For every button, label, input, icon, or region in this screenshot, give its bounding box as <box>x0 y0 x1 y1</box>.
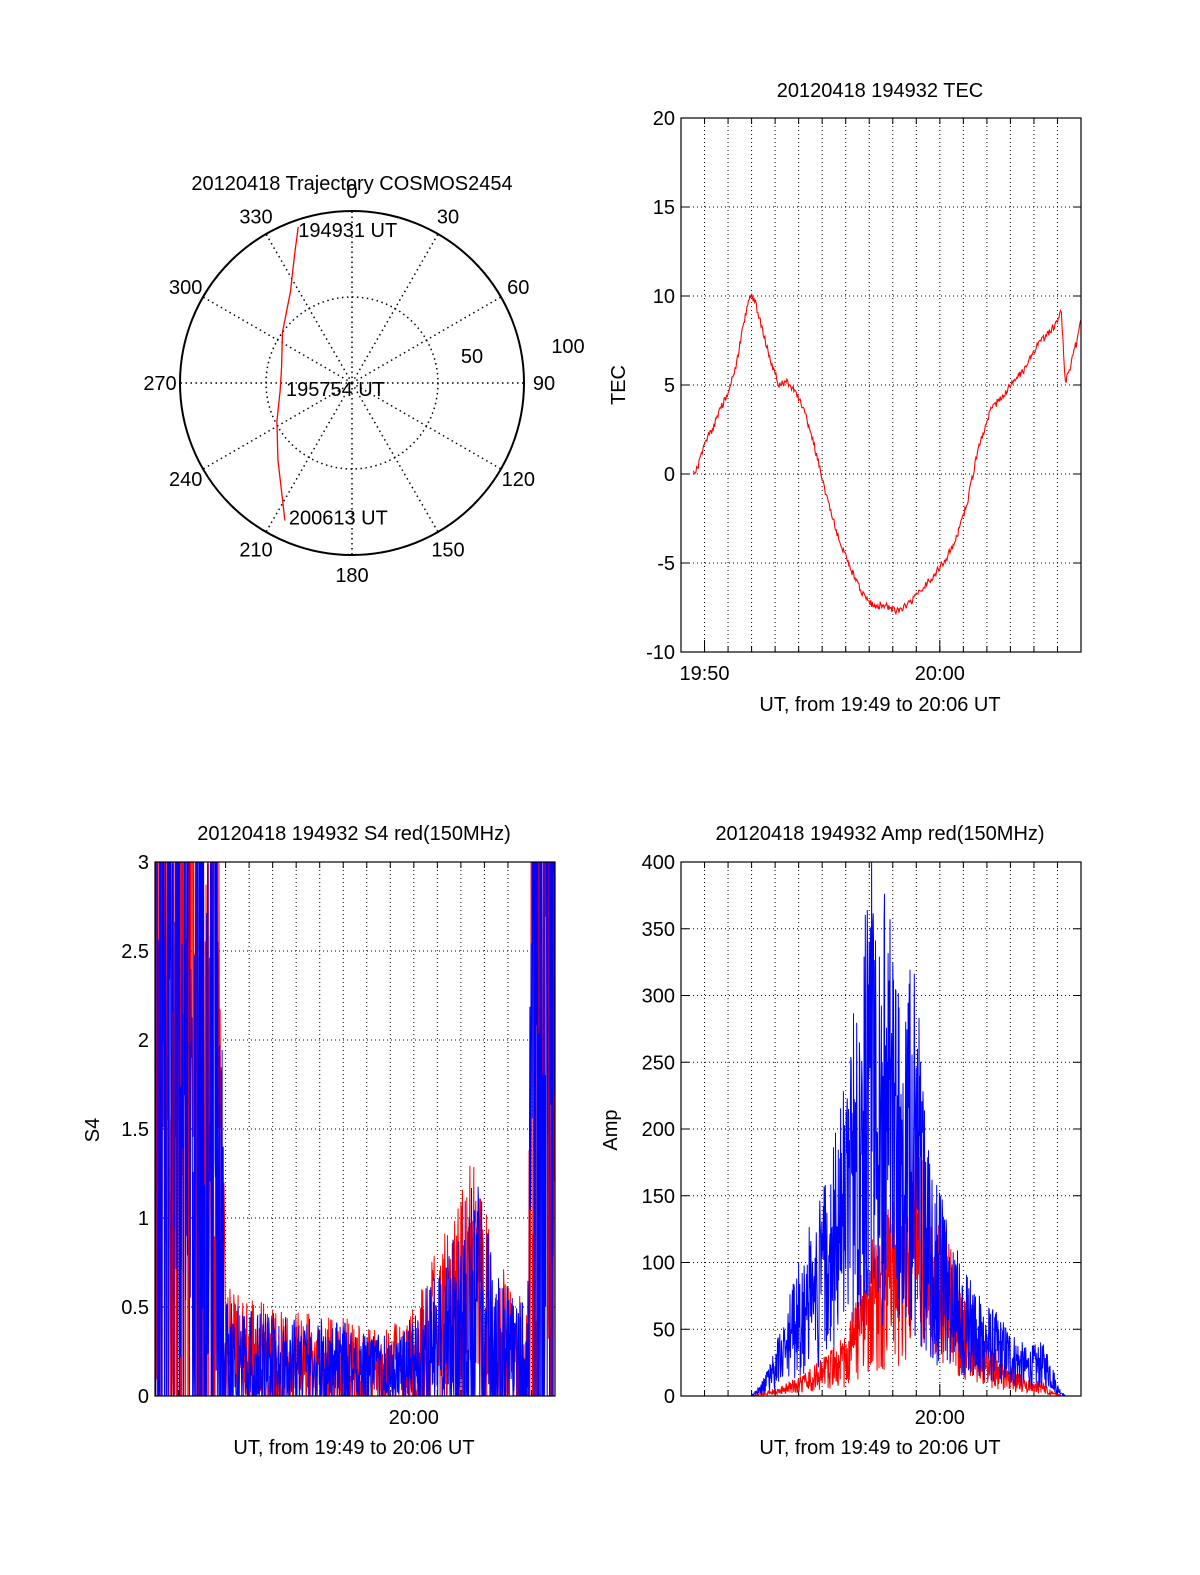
s4-title: 20120418 194932 S4 red(150MHz) <box>197 823 511 845</box>
trajectory-title: 20120418 Trajectory COSMOS2454 <box>191 173 512 195</box>
polar-spoke-30 <box>351 233 439 384</box>
trajectory-panel: 20120418 Trajectory COSMOS2454 0 30 60 90 12… <box>143 173 584 587</box>
y-tick-label: 15 <box>653 197 675 219</box>
s4-xlabel: UT, from 19:49 to 20:06 UT <box>233 1437 474 1459</box>
azimuth-label-90: 90 <box>533 373 555 395</box>
radius-label-50: 50 <box>461 346 483 368</box>
amp-title: 20120418 194932 Amp red(150MHz) <box>715 823 1044 845</box>
y-tick-label: 150 <box>642 1186 675 1208</box>
radius-label-100: 100 <box>551 336 584 358</box>
y-tick-label: 1.5 <box>121 1119 149 1141</box>
azimuth-label-120: 120 <box>502 469 535 491</box>
azimuth-label-300: 300 <box>169 277 202 299</box>
amp-xlabel: UT, from 19:49 to 20:06 UT <box>759 1437 1000 1459</box>
y-tick-label: -10 <box>646 642 675 664</box>
y-tick-label: 350 <box>642 919 675 941</box>
x-tick-label: 20:00 <box>389 1407 439 1429</box>
azimuth-label-330: 330 <box>239 207 272 229</box>
y-tick-label: 10 <box>653 286 675 308</box>
trajectory-annotation: 200613 UT <box>289 508 388 530</box>
y-tick-label: 0 <box>664 464 675 486</box>
y-tick-label: -5 <box>657 553 675 575</box>
y-tick-label: 250 <box>642 1052 675 1074</box>
y-tick-label: 5 <box>664 375 675 397</box>
y-tick-label: 2.5 <box>121 941 149 963</box>
azimuth-label-60: 60 <box>507 277 529 299</box>
trajectory-annotation: 195754 UT <box>286 379 385 401</box>
s4-ylabel: S4 <box>82 1118 104 1142</box>
polar-spoke-300 <box>202 296 353 384</box>
plot-frame <box>680 117 1082 653</box>
y-tick-label: 100 <box>642 1253 675 1275</box>
y-tick-label: 0 <box>138 1386 149 1408</box>
tec-panel: 20120418 194932 TEC UT, from 19:49 to 20… <box>608 80 1082 716</box>
polar-spoke-210 <box>265 382 353 533</box>
y-tick-label: 0 <box>664 1386 675 1408</box>
polar-outer-ring <box>179 210 525 556</box>
x-tick-label: 20:00 <box>915 1407 965 1429</box>
azimuth-label-270: 270 <box>143 373 176 395</box>
tec-xlabel: UT, from 19:49 to 20:06 UT <box>759 694 1000 716</box>
series-line-0 <box>692 293 1081 616</box>
trajectory-line <box>276 226 299 521</box>
y-tick-label: 1 <box>138 1208 149 1230</box>
polar-spoke-120 <box>351 382 502 470</box>
y-tick-label: 200 <box>642 1119 675 1141</box>
azimuth-label-180: 180 <box>335 565 368 587</box>
y-tick-label: 300 <box>642 986 675 1008</box>
azimuth-label-210: 210 <box>239 539 272 561</box>
plot-frame <box>154 861 556 1397</box>
series-line-1 <box>692 862 1081 1396</box>
plot-frame <box>680 861 1082 1397</box>
amp-ylabel: Amp <box>600 1109 622 1150</box>
tec-ylabel: TEC <box>608 365 630 405</box>
series-line-1 <box>155 862 555 1396</box>
azimuth-label-0: 0 <box>346 181 357 203</box>
y-tick-label: 3 <box>138 852 149 874</box>
polar-spoke-330 <box>265 233 353 384</box>
polar-spoke-60 <box>351 296 502 384</box>
tec-title: 20120418 194932 TEC <box>777 80 983 102</box>
azimuth-label-30: 30 <box>437 207 459 229</box>
y-tick-label: 0.5 <box>121 1297 149 1319</box>
x-tick-label: 19:50 <box>679 663 729 685</box>
series-line-0 <box>155 862 555 1396</box>
s4-panel: 20120418 194932 S4 red(150MHz) UT, from … <box>82 823 556 1459</box>
y-tick-label: 400 <box>642 852 675 874</box>
y-tick-label: 50 <box>653 1319 675 1341</box>
y-tick-label: 20 <box>653 108 675 130</box>
azimuth-label-240: 240 <box>169 469 202 491</box>
x-tick-label: 20:00 <box>915 663 965 685</box>
amp-panel: 20120418 194932 Amp red(150MHz) UT, from… <box>600 823 1082 1459</box>
y-tick-label: 2 <box>138 1030 149 1052</box>
azimuth-label-150: 150 <box>431 539 464 561</box>
trajectory-annotation: 194931 UT <box>298 220 397 242</box>
polar-spoke-150 <box>351 382 439 533</box>
